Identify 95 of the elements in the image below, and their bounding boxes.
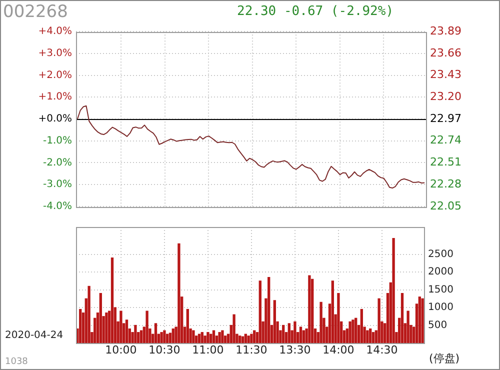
bar [366,330,369,343]
bar [120,310,122,343]
bar [372,332,375,343]
bar [244,334,247,343]
bar [302,330,305,343]
y-tick-label: 1000 [428,302,454,314]
bar [198,334,201,343]
bar [392,238,395,343]
chart-subtitle: 22.30 -0.67 (-2.92%) [237,4,394,19]
bar [221,330,224,343]
y2-tick-label: 22.51 [430,156,462,169]
bar [299,326,302,343]
bar [172,328,174,343]
bar [421,298,424,343]
text: 2020-04-24 [5,330,64,341]
x-axis-title: (停盘) [429,351,460,366]
bar [378,298,380,343]
x-tick-label: 13:30 [279,343,311,356]
y-tick-label: 2500 [428,248,454,260]
x-tick-label: 10:30 [148,343,180,356]
y-tick-label: 500 [428,320,448,331]
bar [166,334,169,343]
bar [154,323,158,343]
y2-tick-label: 23.89 [430,24,462,38]
bar [200,332,204,343]
bar [337,293,340,343]
bar [273,300,276,343]
bar [210,334,212,343]
bar [400,293,404,343]
bar [160,332,163,343]
bar [146,310,148,343]
bar [178,243,180,343]
x-tick-label: 14:00 [322,343,354,356]
bar [88,286,90,343]
bar [294,321,296,343]
y-tick-label: -2.0% [42,157,72,168]
bar [360,308,363,343]
bar [418,296,421,343]
y2-tick-label: 22.97 [430,112,462,125]
bar [406,310,410,343]
bar [241,336,244,343]
y-tick-label: -4.0% [42,200,72,212]
bar [105,312,108,343]
bar [212,330,216,343]
bar [163,330,166,343]
y2-tick-label: 22.28 [430,177,462,190]
y-tick-label: +1.0% [38,92,72,103]
bar [140,330,143,343]
bar [369,328,372,343]
bar [308,275,311,343]
x-tick-label: 10:00 [105,343,137,356]
y2-tick-label: 22.74 [430,134,462,147]
bar [168,332,172,343]
y-tick-label: -3.0% [42,179,72,190]
bar [354,318,358,343]
bar [288,323,290,343]
y-tick-label: +2.0% [38,70,72,81]
bar [268,277,270,343]
bar [125,320,128,343]
bar [250,334,253,343]
y-tick-label: 1500 [428,284,454,296]
chart-title: 002268 [3,2,68,22]
bar [186,308,189,343]
bar [218,332,221,343]
bar [253,330,256,343]
bar [238,336,242,343]
bar [320,302,322,343]
bar [134,324,137,343]
bar [352,320,354,343]
bar [311,278,314,343]
bar [331,280,334,343]
text: 1038 [5,357,28,367]
bar [204,336,206,343]
bar [247,336,250,343]
y-tick-label: +3.0% [38,48,72,60]
y-tick-label: -1.0% [42,135,72,146]
x-tick-label: 11:00 [192,343,224,356]
x-tick-label: 11:30 [236,343,268,356]
bar [206,332,210,343]
y2-tick-label: 23.20 [430,90,462,104]
x-tick-label: 14:30 [366,343,398,356]
y-tick-label: +4.0% [38,26,72,38]
y2-tick-label: 23.66 [430,46,462,60]
bar [99,293,102,343]
bar [79,308,82,343]
y-tick-label: +0.0% [38,114,72,125]
y-tick-label: 2000 [428,266,454,278]
bar [348,321,352,343]
bar [110,258,114,343]
y2-tick-label: 22.05 [430,199,462,212]
y2-tick-label: 23.43 [430,68,462,82]
bar [232,314,236,343]
bar [258,280,262,343]
bar [192,330,195,343]
bar [282,324,285,343]
